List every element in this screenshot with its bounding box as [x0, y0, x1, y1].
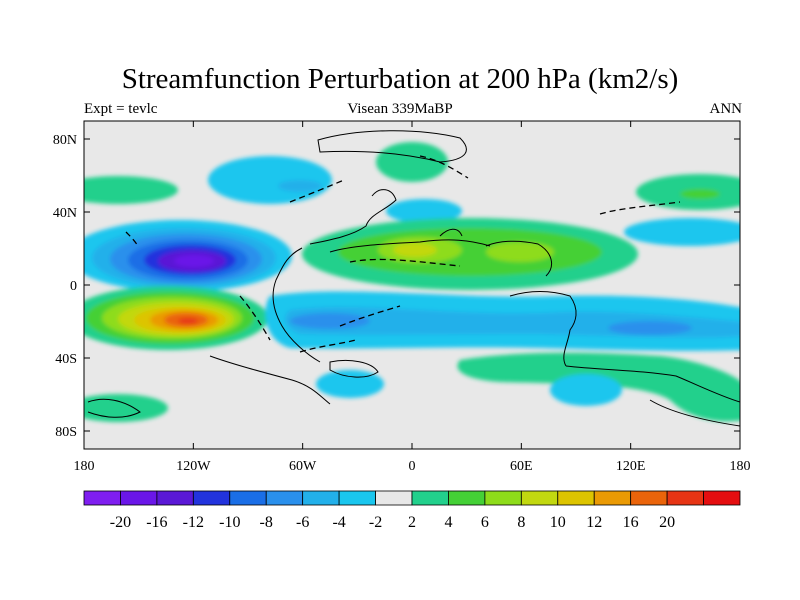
colorbar-label: -8: [260, 514, 273, 531]
coastline: [272, 247, 321, 363]
colorbar-label: 20: [659, 514, 675, 531]
colorbar-swatch: [703, 490, 741, 506]
contour-region: [84, 394, 168, 422]
shelf-line: [289, 179, 345, 203]
colorbar-label: -20: [110, 514, 131, 531]
experiment-label: Expt = tevlc: [84, 101, 158, 117]
contour-region: [486, 242, 554, 262]
contour-region: [178, 318, 198, 324]
x-tick-label: 60E: [510, 459, 533, 474]
coastline: [565, 365, 740, 403]
y-tick-label: 80N: [53, 133, 77, 148]
colorbar-label: -16: [146, 514, 167, 531]
shelf-line: [239, 295, 271, 341]
contour-region: [624, 218, 740, 246]
colorbar-label: -12: [183, 514, 204, 531]
colorbar-swatch: [375, 490, 413, 506]
x-tick-label: 60W: [289, 459, 317, 474]
colorbar-swatch: [265, 490, 304, 506]
colorbar-label: 8: [517, 514, 525, 531]
shelf-line: [339, 305, 401, 327]
contour-region: [393, 243, 437, 257]
contour-region: [84, 176, 178, 204]
colorbar-swatch: [666, 490, 704, 506]
colorbar-label: 6: [481, 514, 489, 531]
colorbar-label: -6: [296, 514, 309, 531]
shelf-line: [125, 231, 139, 247]
contour-region: [457, 352, 740, 422]
colorbar-swatch: [593, 490, 632, 506]
contour-region: [278, 180, 322, 192]
coastline: [309, 189, 397, 245]
contour-field: [84, 121, 740, 449]
contour-region: [386, 199, 462, 223]
colorbar-swatch: [411, 490, 449, 506]
contour-region: [376, 142, 448, 182]
colorbar-swatch: [630, 490, 668, 506]
contour-region: [174, 255, 214, 267]
season-label: ANN: [709, 101, 743, 117]
coastline: [649, 399, 740, 427]
colorbar-label: 16: [623, 514, 639, 531]
x-tick-label: 180: [730, 459, 751, 474]
x-tick-label: 120E: [616, 459, 646, 474]
contour-region: [316, 370, 384, 398]
contour-region: [550, 374, 622, 406]
colorbar-swatch: [156, 490, 194, 506]
colorbar-label: 12: [586, 514, 602, 531]
contour-region: [338, 228, 602, 276]
coastline: [439, 228, 463, 237]
y-tick-label: 0: [70, 279, 77, 294]
shelf-line: [419, 155, 469, 179]
x-tick-label: 180: [74, 459, 95, 474]
colorbar-swatch: [484, 490, 522, 506]
contour-region: [680, 189, 720, 199]
x-tick-label: 120W: [176, 459, 211, 474]
coastline: [329, 239, 491, 253]
colorbar-swatch: [120, 490, 158, 506]
colorbar-swatch: [302, 490, 340, 506]
y-tick-label: 40N: [53, 206, 77, 221]
contour-region: [290, 313, 370, 329]
coastline: [509, 291, 577, 367]
colorbar: -20 -16 -12 -10 -8 -6 -4 -2 2 4 6 8 10 12 16 20: [83, 490, 741, 531]
colorbar-swatch: [520, 490, 559, 506]
map-title: Streamfunction Perturbation at 200 hPa (…: [121, 63, 679, 95]
shelf-line: [349, 258, 461, 267]
colorbar-swatch: [448, 490, 486, 506]
shelf-line: [299, 339, 357, 353]
colorbar-swatch: [83, 490, 121, 506]
y-tick-label: 80S: [55, 425, 77, 440]
colorbar-swatch: [557, 490, 595, 506]
colorbar-label: -4: [332, 514, 345, 531]
y-tick-label: 40S: [55, 352, 77, 367]
coastline: [329, 359, 379, 378]
contour-region: [208, 156, 332, 204]
colorbar-label: 4: [444, 514, 452, 531]
colorbar-label: -2: [369, 514, 382, 531]
x-axis: 180 120W 60W 0 60E 120E 180: [74, 121, 751, 474]
colorbar-swatch: [338, 490, 376, 506]
coastline: [485, 240, 553, 277]
colorbar-label: 10: [550, 514, 566, 531]
coastline: [317, 130, 467, 163]
colorbar-swatch: [229, 490, 267, 506]
contour-region: [608, 321, 692, 335]
shelf-line: [599, 201, 681, 215]
colorbar-label: 2: [408, 514, 416, 531]
y-axis: 80N 40N 0 40S 80S: [53, 133, 740, 440]
period-label: Visean 339MaBP: [347, 101, 453, 117]
x-tick-label: 0: [409, 459, 416, 474]
colorbar-swatch: [192, 490, 231, 506]
colorbar-label: -10: [219, 514, 240, 531]
shelf-lines: [125, 155, 681, 353]
coastlines: [87, 130, 740, 427]
coastline: [87, 398, 141, 418]
coastline: [209, 355, 331, 405]
